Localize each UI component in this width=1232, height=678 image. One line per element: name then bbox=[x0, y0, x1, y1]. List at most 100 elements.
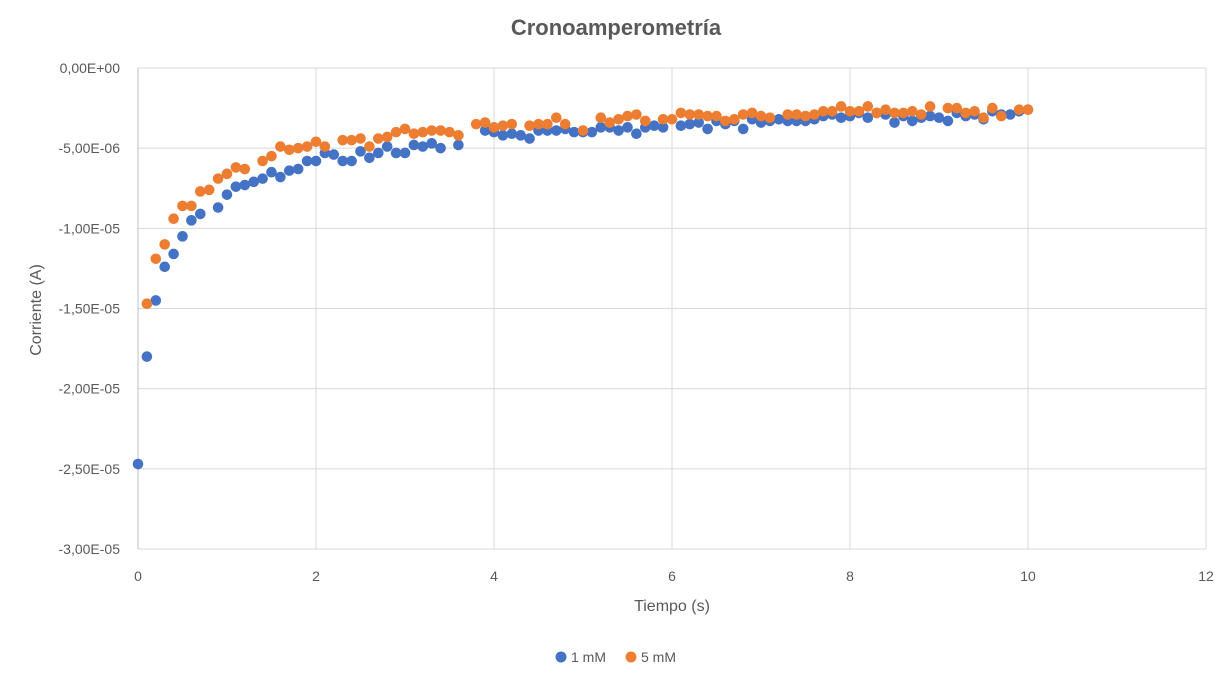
data-series bbox=[132, 101, 1034, 470]
data-point bbox=[595, 112, 607, 124]
data-point bbox=[479, 117, 491, 128]
data-point bbox=[711, 110, 722, 122]
gridlines bbox=[138, 67, 1207, 550]
data-point bbox=[960, 107, 971, 119]
data-point bbox=[559, 118, 571, 130]
data-point bbox=[924, 101, 936, 112]
data-point bbox=[657, 114, 669, 125]
data-point bbox=[310, 136, 322, 148]
data-point bbox=[150, 253, 162, 265]
data-point bbox=[631, 128, 642, 140]
data-point bbox=[1004, 109, 1016, 120]
data-point bbox=[417, 141, 429, 152]
y-tick-label: -2,00E-05 bbox=[59, 381, 121, 397]
data-point bbox=[622, 122, 633, 133]
data-point bbox=[426, 125, 438, 136]
data-point bbox=[666, 114, 678, 125]
data-point bbox=[301, 141, 313, 152]
data-point bbox=[524, 133, 535, 144]
data-point bbox=[355, 133, 366, 144]
data-point bbox=[702, 123, 713, 135]
data-point bbox=[826, 105, 838, 117]
data-point bbox=[435, 142, 446, 154]
data-point bbox=[284, 165, 295, 176]
data-point bbox=[942, 115, 954, 127]
data-point bbox=[746, 107, 758, 119]
data-point bbox=[257, 155, 268, 167]
data-point bbox=[907, 115, 918, 127]
data-point bbox=[613, 114, 624, 125]
data-point bbox=[622, 110, 633, 122]
data-point bbox=[203, 184, 215, 196]
data-point bbox=[177, 231, 188, 242]
legend-marker bbox=[625, 651, 637, 663]
data-point bbox=[453, 139, 464, 151]
data-point bbox=[515, 130, 526, 141]
data-point bbox=[390, 126, 402, 138]
data-point bbox=[239, 163, 251, 175]
y-tick-label: 0,00E+00 bbox=[60, 60, 121, 76]
data-point bbox=[141, 298, 153, 309]
data-point bbox=[755, 110, 767, 122]
x-tick-label: 0 bbox=[134, 568, 142, 584]
data-point bbox=[275, 171, 286, 183]
data-point bbox=[853, 105, 865, 117]
x-axis-label: Tiempo (s) bbox=[634, 598, 710, 615]
y-tick-label: -3,00E-05 bbox=[59, 541, 121, 557]
data-point bbox=[631, 109, 642, 120]
data-point bbox=[186, 215, 197, 226]
data-point bbox=[453, 130, 464, 141]
data-point bbox=[141, 351, 153, 362]
data-point bbox=[221, 189, 233, 200]
data-point bbox=[497, 120, 509, 132]
data-point bbox=[942, 102, 954, 114]
x-tick-label: 6 bbox=[668, 568, 676, 584]
x-tick-labels: 0 2 4 6 8 10 12 bbox=[134, 568, 1214, 584]
data-point bbox=[408, 139, 420, 151]
data-point bbox=[924, 110, 936, 122]
data-point bbox=[675, 107, 687, 119]
data-point bbox=[470, 118, 482, 130]
data-point bbox=[693, 109, 704, 120]
data-point bbox=[835, 101, 847, 112]
y-tick-label: -5,00E-06 bbox=[59, 140, 121, 156]
data-point bbox=[186, 200, 197, 212]
data-point bbox=[1022, 104, 1034, 115]
data-point bbox=[693, 117, 704, 128]
data-point bbox=[230, 181, 242, 192]
legend-label: 1 mM bbox=[571, 649, 606, 665]
data-point bbox=[835, 112, 847, 124]
data-point bbox=[266, 166, 277, 178]
y-axis-label: Corriente (A) bbox=[28, 264, 45, 356]
data-point bbox=[444, 126, 455, 138]
data-point bbox=[159, 261, 170, 273]
data-point bbox=[648, 120, 660, 132]
data-point bbox=[862, 101, 874, 112]
data-point bbox=[1013, 104, 1025, 115]
data-point bbox=[239, 179, 251, 191]
data-point bbox=[889, 117, 900, 128]
data-point bbox=[381, 141, 393, 152]
data-point bbox=[399, 123, 411, 135]
data-point bbox=[230, 162, 242, 173]
data-point bbox=[212, 202, 224, 213]
data-point bbox=[773, 114, 785, 125]
x-tick-label: 8 bbox=[846, 568, 854, 584]
data-point bbox=[675, 120, 687, 132]
data-point bbox=[524, 120, 535, 132]
data-point bbox=[355, 146, 366, 157]
data-point bbox=[248, 176, 259, 188]
data-point bbox=[390, 147, 402, 159]
data-point bbox=[889, 107, 900, 119]
data-point bbox=[381, 131, 393, 143]
data-point bbox=[284, 144, 295, 156]
data-point bbox=[737, 123, 749, 135]
x-tick-label: 10 bbox=[1020, 568, 1036, 584]
y-tick-label: -2,50E-05 bbox=[59, 461, 121, 477]
y-tick-label: -1,50E-05 bbox=[59, 301, 121, 317]
data-point bbox=[764, 112, 776, 124]
data-point bbox=[907, 105, 918, 117]
legend-label: 5 mM bbox=[641, 649, 676, 665]
data-point bbox=[782, 109, 793, 120]
